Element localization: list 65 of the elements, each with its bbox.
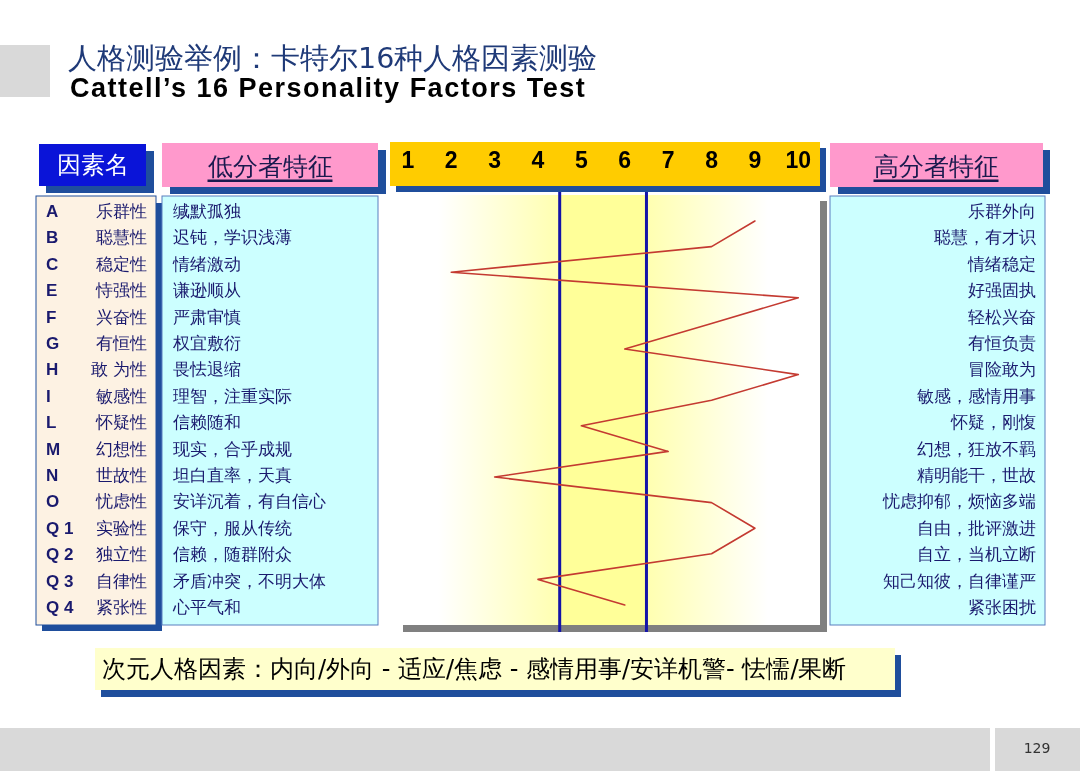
text: 情绪激动 <box>172 253 241 274</box>
y-tick-label: O 忧虑性 <box>46 491 147 512</box>
text: 谦逊顺从 <box>173 280 241 301</box>
text: 信赖随和 <box>173 412 241 433</box>
y-tick-label: Q 1 实验性 <box>46 517 147 538</box>
y-tick-label: Q 2 独立性 <box>46 544 147 565</box>
y-tick-label: Q 4 紧张性 <box>46 597 147 617</box>
y-tick-label: I 敏感性 <box>46 385 147 406</box>
y-tick-label: H 敢 为性 <box>46 359 147 380</box>
text: 精明能干，世故 <box>917 465 1036 485</box>
x-tick-label: 7 <box>661 147 675 173</box>
text: 知己知彼，自律谨严 <box>883 570 1036 591</box>
text: 心平气和 <box>172 597 241 617</box>
text: 敏感，感情用事 <box>917 385 1036 406</box>
x-tick-label: 8 <box>705 147 718 173</box>
text: 信赖，随群附众 <box>173 544 292 565</box>
x-tick-label: 5 <box>575 147 588 173</box>
chart-title: 人格测验举例：卡特尔16种人格因素测验 <box>68 41 598 75</box>
text: 矛盾冲突，不明大体 <box>173 570 326 591</box>
text: 有恒负责 <box>968 333 1036 353</box>
text: 畏怯退缩 <box>173 359 241 380</box>
text: 高分者特征 <box>873 151 999 181</box>
x-tick-label: 10 <box>785 147 812 173</box>
x-tick-label: 2 <box>444 147 458 173</box>
x-tick-label: 9 <box>748 147 762 173</box>
text: 幻想，狂放不羁 <box>917 438 1036 459</box>
text: 理智，注重实际 <box>173 385 292 406</box>
text: 忧虑抑郁，烦恼多端 <box>882 491 1036 512</box>
text: 自立，当机立断 <box>917 544 1036 565</box>
text: 严肃审慎 <box>173 306 241 327</box>
y-tick-label: E 恃强性 <box>46 280 147 301</box>
text: 坦白直率，天真 <box>172 465 292 485</box>
y-tick-label: Q 3 自律性 <box>46 570 147 591</box>
y-tick-label: M 幻想性 <box>46 438 147 459</box>
text: 乐群外向 <box>968 201 1036 221</box>
text: 权宜敷衍 <box>172 333 241 353</box>
text: 因素名 <box>56 151 129 179</box>
chart-subtitle: Cattell’s 16 Personality Factors Test <box>70 73 587 103</box>
text: 紧张困扰 <box>968 597 1036 617</box>
x-tick-label: 1 <box>401 147 415 173</box>
text: 自由，批评激进 <box>917 517 1036 538</box>
y-tick-label: G 有恒性 <box>46 333 147 353</box>
text: 129 <box>1023 740 1051 756</box>
text: 怀疑，刚愎 <box>950 412 1036 433</box>
x-tick-label: 4 <box>531 147 545 173</box>
y-tick-label: B 聪慧性 <box>46 227 147 248</box>
text: 保守，服从传统 <box>173 517 292 538</box>
text: 次元人格因素：内向/外向 - 适应/焦虑 - 感情用事/安详机警- 怯懦/果断 <box>102 655 847 683</box>
text: 缄默孤独 <box>173 201 241 221</box>
text: 好强固执 <box>968 280 1036 301</box>
text: 低分者特征 <box>207 151 333 181</box>
text: 聪慧，有才识 <box>934 227 1036 248</box>
text: 现实，合乎成规 <box>173 438 292 459</box>
text: 冒险敢为 <box>968 359 1036 380</box>
y-tick-label: F 兴奋性 <box>46 306 147 327</box>
text: 情绪稳定 <box>967 253 1036 274</box>
y-tick-label: A 乐群性 <box>46 201 147 221</box>
y-tick-label: C 稳定性 <box>46 253 147 274</box>
text: 安详沉着，有自信心 <box>173 491 326 512</box>
text: 迟钝，学识浅薄 <box>173 227 292 248</box>
y-tick-label: L 怀疑性 <box>46 412 147 433</box>
x-tick-label: 6 <box>618 147 632 173</box>
text: 轻松兴奋 <box>968 306 1036 327</box>
x-tick-label: 3 <box>488 147 501 173</box>
y-tick-label: N 世故性 <box>46 465 147 485</box>
